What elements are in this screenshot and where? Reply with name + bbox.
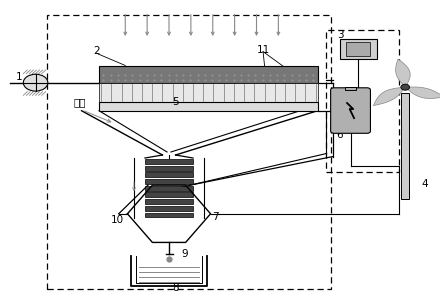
Bar (346, 42, 370, 56)
Bar (345, 87, 356, 90)
Text: 11: 11 (256, 45, 270, 55)
Bar (47, 15, 331, 289)
Bar (145, 186, 193, 191)
Polygon shape (396, 59, 410, 87)
Text: 1: 1 (16, 72, 23, 82)
Bar (145, 199, 193, 204)
Bar (99, 83, 318, 102)
Polygon shape (373, 87, 405, 106)
Text: 5: 5 (172, 97, 179, 107)
Bar (99, 66, 318, 83)
Bar (401, 93, 409, 199)
Circle shape (23, 74, 48, 91)
Bar (145, 206, 193, 211)
Bar (145, 172, 193, 177)
Bar (326, 30, 399, 172)
Text: 9: 9 (181, 249, 188, 258)
Bar (145, 192, 193, 197)
Text: 4: 4 (422, 179, 428, 188)
Circle shape (401, 84, 410, 90)
Text: 10: 10 (111, 216, 124, 225)
Text: 液面: 液面 (73, 97, 85, 107)
Text: 8: 8 (172, 283, 179, 293)
Bar (145, 212, 193, 217)
Bar (340, 39, 377, 59)
Bar (99, 102, 318, 111)
Text: 2: 2 (93, 46, 100, 56)
Bar (145, 159, 193, 164)
Bar (145, 165, 193, 170)
Text: 6: 6 (336, 130, 343, 140)
FancyBboxPatch shape (330, 88, 370, 133)
Text: 3: 3 (338, 30, 344, 40)
Text: 7: 7 (212, 212, 218, 222)
Bar (145, 179, 193, 184)
Polygon shape (405, 87, 443, 99)
